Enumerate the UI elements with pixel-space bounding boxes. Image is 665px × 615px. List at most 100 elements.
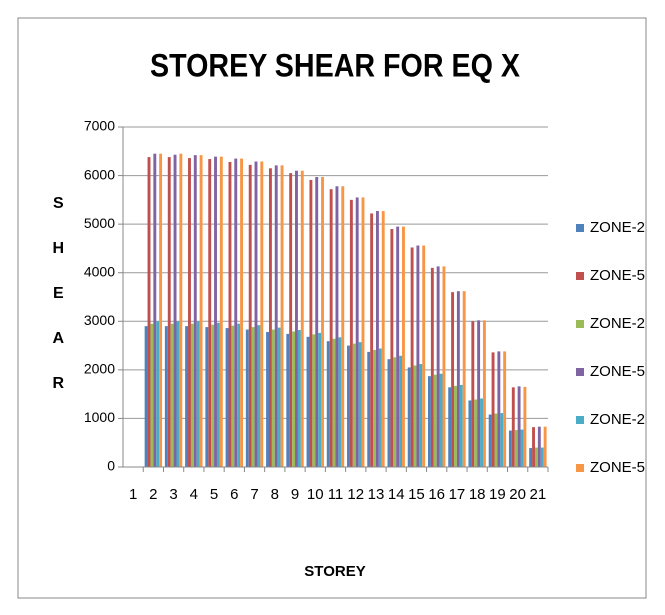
bar [387, 359, 391, 467]
bar [488, 414, 492, 467]
bar [358, 342, 362, 467]
bar [240, 158, 244, 468]
bar [176, 321, 180, 467]
bar [341, 186, 345, 467]
bar [436, 266, 440, 467]
bar [427, 376, 431, 467]
bar [280, 165, 284, 467]
x-tick-label: 3 [169, 486, 177, 503]
bar [477, 320, 481, 467]
legend-swatch [576, 416, 584, 424]
bar [289, 173, 293, 467]
bar [500, 413, 504, 467]
x-tick-label: 14 [388, 486, 405, 503]
x-tick-label: 9 [291, 486, 299, 503]
bar [228, 161, 232, 467]
bar [185, 326, 189, 467]
y-tick-label: 0 [107, 458, 115, 474]
x-tick-label: 18 [469, 486, 486, 503]
y-tick-label: 3000 [84, 312, 115, 328]
bar [292, 331, 296, 467]
bar [491, 352, 495, 467]
bar [234, 158, 238, 468]
x-tick-label: 4 [190, 486, 198, 503]
bar [196, 321, 200, 467]
bar [326, 341, 330, 467]
bar [286, 333, 290, 467]
x-tick-label: 19 [489, 486, 506, 503]
y-tick-label: 5000 [84, 215, 115, 231]
bar [231, 325, 235, 467]
x-tick-label: 15 [408, 486, 425, 503]
y-tick-label: 7000 [84, 118, 115, 134]
bar [208, 159, 212, 468]
bar [508, 430, 512, 467]
bar [537, 426, 541, 467]
bar [355, 197, 359, 467]
bar [153, 153, 157, 467]
bar [534, 447, 538, 467]
legend-swatch [576, 368, 584, 376]
bar [419, 364, 423, 467]
bar [144, 326, 148, 467]
bar [349, 199, 353, 467]
x-tick-label: 21 [530, 486, 547, 503]
x-tick-label: 13 [368, 486, 385, 503]
bar [190, 323, 194, 467]
bar [448, 387, 452, 467]
bar [193, 155, 197, 467]
bar [375, 211, 379, 467]
bar [474, 399, 478, 467]
bar [147, 157, 151, 467]
bar [468, 400, 472, 467]
x-tick-label: 20 [509, 486, 526, 503]
bar [402, 226, 405, 467]
bar [529, 448, 533, 467]
bar [361, 197, 365, 467]
bar [367, 351, 371, 467]
bar [173, 154, 177, 467]
bar [266, 331, 269, 467]
bar [352, 343, 356, 467]
bar [430, 267, 434, 467]
bar [164, 326, 168, 467]
x-tick-label: 7 [250, 486, 258, 503]
bar [520, 429, 524, 467]
bar [159, 153, 163, 467]
bar [456, 291, 460, 467]
bar [390, 229, 394, 467]
bar [422, 245, 426, 467]
x-tick-label: 5 [210, 486, 218, 503]
bar [274, 165, 278, 467]
bar [167, 157, 171, 467]
bar [150, 323, 154, 467]
bar [219, 156, 223, 467]
bar [416, 245, 420, 467]
bar [454, 385, 457, 467]
legend-label: ZONE-2 [590, 411, 645, 428]
legend-swatch [576, 272, 584, 280]
bar [442, 266, 446, 467]
bar [225, 328, 229, 467]
x-tick-label: 1 [129, 486, 137, 503]
legend-swatch [576, 464, 584, 472]
bar [268, 168, 272, 468]
bar [312, 334, 316, 467]
bar [277, 327, 281, 467]
bar [179, 153, 183, 467]
bar [393, 357, 397, 467]
bar [260, 161, 264, 467]
bar [381, 211, 385, 467]
bar [497, 351, 501, 467]
bar [245, 329, 249, 467]
bar [347, 345, 350, 467]
bar [295, 170, 298, 467]
x-tick-label: 6 [230, 486, 238, 503]
bar [309, 179, 313, 467]
bar [251, 327, 255, 467]
bar [370, 213, 374, 467]
bar [170, 323, 174, 467]
bar [482, 320, 486, 467]
bar [188, 158, 191, 468]
legend-label: ZONE-2 [590, 315, 645, 332]
